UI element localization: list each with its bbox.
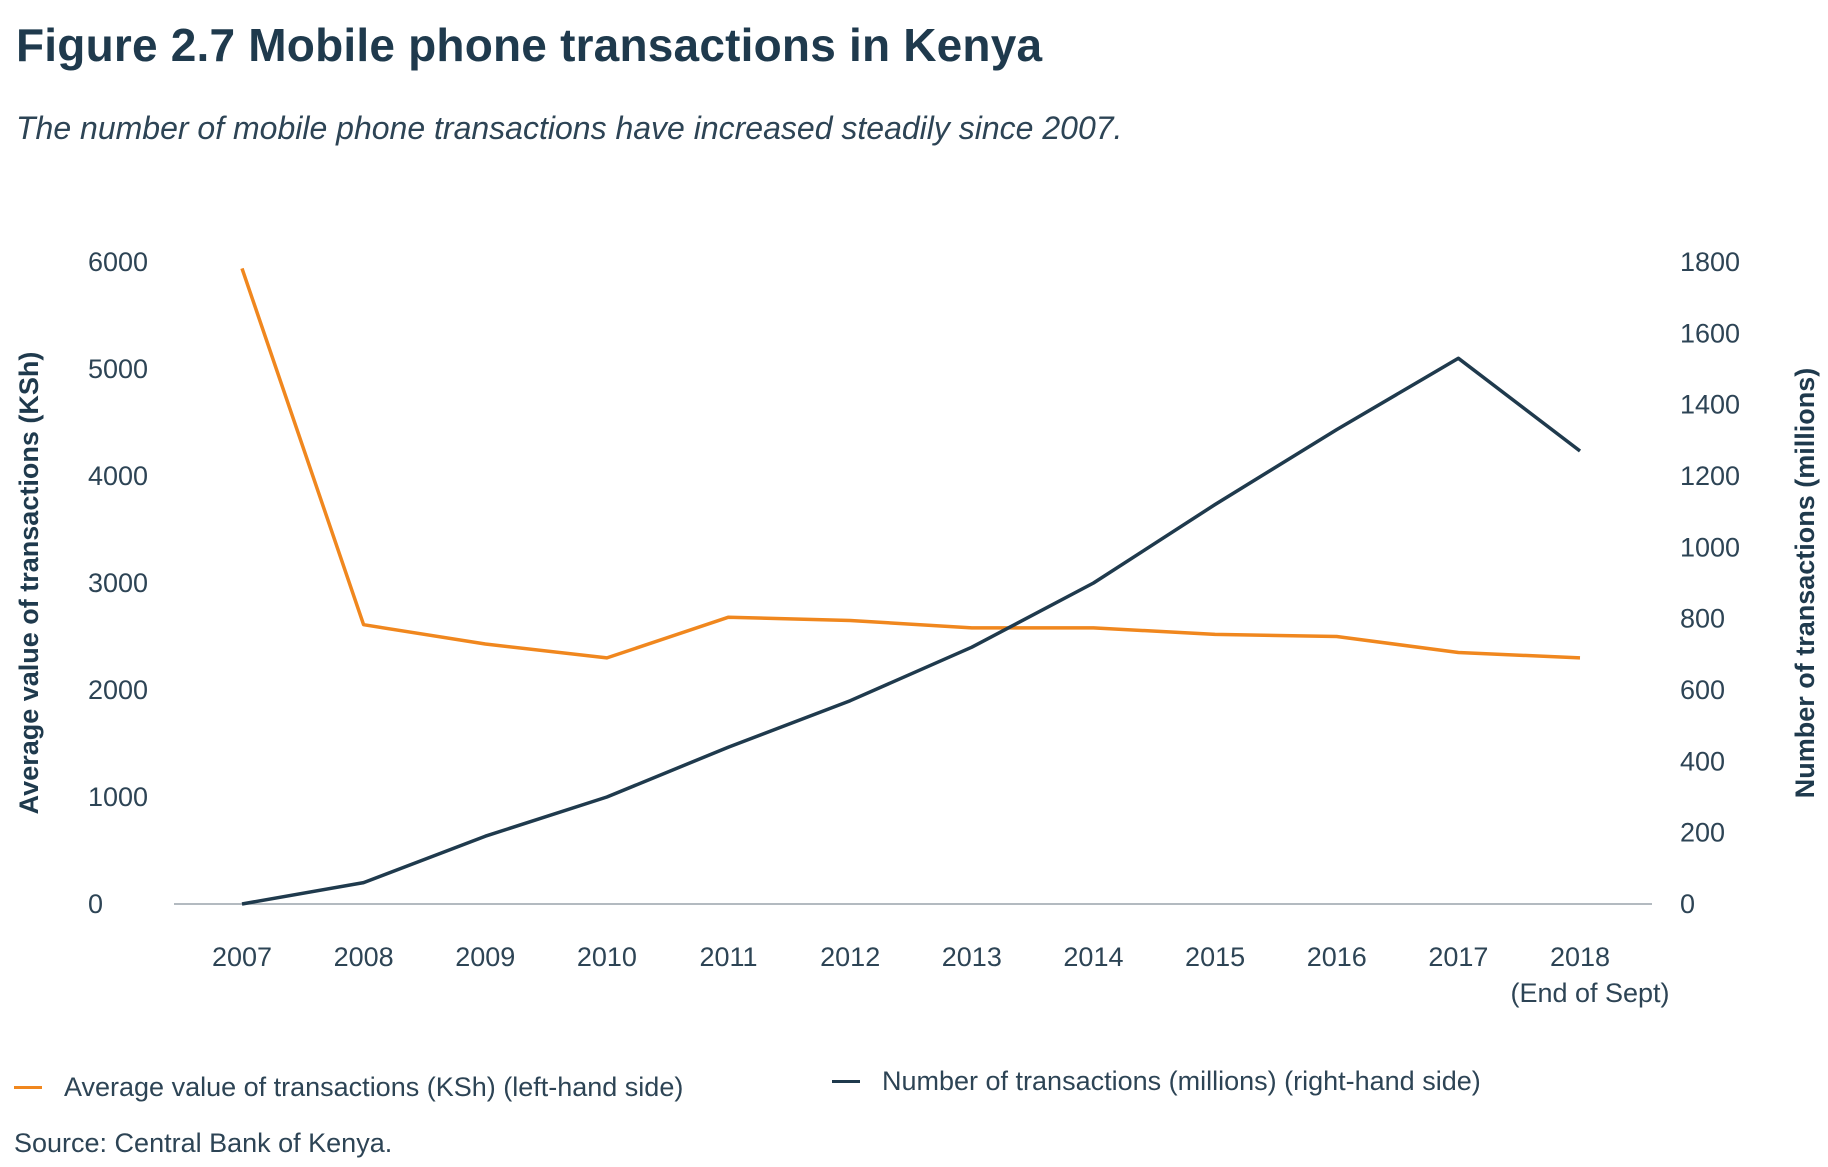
x-tick-label: 2012 bbox=[820, 942, 880, 972]
x-tick-label: 2018 bbox=[1550, 942, 1610, 972]
y-tick-label-right: 400 bbox=[1680, 746, 1725, 776]
y-tick-label-right: 0 bbox=[1680, 889, 1695, 919]
y-tick-label-right: 1400 bbox=[1680, 390, 1740, 420]
y-tick-label-right: 600 bbox=[1680, 675, 1725, 705]
chart-subtitle: The number of mobile phone transactions … bbox=[16, 110, 1123, 146]
y-tick-label-left: 3000 bbox=[88, 568, 148, 598]
x-tick-label: 2016 bbox=[1307, 942, 1367, 972]
legend-item-average-value: Average value of transactions (KSh) (lef… bbox=[14, 1072, 683, 1103]
y-tick-label-right: 200 bbox=[1680, 818, 1725, 848]
y-tick-label-left: 4000 bbox=[88, 461, 148, 491]
y-tick-label-left: 5000 bbox=[88, 354, 148, 384]
y-tick-label-right: 1000 bbox=[1680, 532, 1740, 562]
x-tick-label: 2013 bbox=[942, 942, 1002, 972]
legend-swatch-orange bbox=[14, 1086, 42, 1089]
y-tick-label-left: 1000 bbox=[88, 782, 148, 812]
y-axis-title-right: Number of transactions (millions) bbox=[1790, 368, 1820, 799]
y-tick-label-right: 1200 bbox=[1680, 461, 1740, 491]
chart-title: Figure 2.7 Mobile phone transactions in … bbox=[16, 19, 1043, 71]
x-tick-label: 2008 bbox=[334, 942, 394, 972]
y-tick-label-right: 1600 bbox=[1680, 318, 1740, 348]
x-tick-sublabel: (End of Sept) bbox=[1510, 978, 1669, 1008]
y-tick-label-left: 0 bbox=[88, 889, 103, 919]
legend-swatch-navy bbox=[832, 1080, 860, 1083]
x-tick-label: 2007 bbox=[212, 942, 272, 972]
y-tick-label-left: 2000 bbox=[88, 675, 148, 705]
x-tick-label: 2015 bbox=[1185, 942, 1245, 972]
y-tick-label-right: 1800 bbox=[1680, 247, 1740, 277]
x-tick-label: 2014 bbox=[1063, 942, 1123, 972]
y-tick-label-left: 6000 bbox=[88, 247, 148, 277]
x-tick-label: 2017 bbox=[1428, 942, 1488, 972]
x-tick-label: 2009 bbox=[455, 942, 515, 972]
x-tick-label: 2011 bbox=[700, 942, 758, 972]
legend-item-number-of-transactions: Number of transactions (millions) (right… bbox=[832, 1066, 1481, 1097]
line-chart: 0 1000 2000 3000 4000 5000 6000 0 200 400 600 800 10… bbox=[14, 247, 1820, 1008]
y-tick-label-right: 800 bbox=[1680, 604, 1725, 634]
x-tick-label: 2010 bbox=[577, 942, 637, 972]
y-axis-title-left: Average value of transactions (KSh) bbox=[14, 352, 44, 815]
legend-label-number-of-transactions: Number of transactions (millions) (right… bbox=[882, 1066, 1481, 1096]
source-note: Source: Central Bank of Kenya. bbox=[14, 1128, 393, 1158]
series-line-number-of-transactions bbox=[241, 356, 1582, 906]
legend-label-average-value: Average value of transactions (KSh) (lef… bbox=[64, 1072, 684, 1102]
series-line-average-value bbox=[240, 267, 1581, 660]
